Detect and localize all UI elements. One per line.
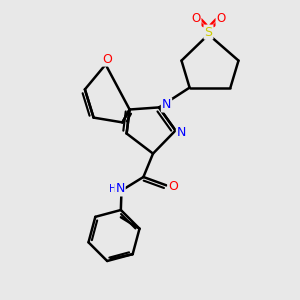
Text: S: S — [205, 26, 212, 39]
Text: O: O — [102, 52, 112, 66]
Text: N: N — [162, 98, 171, 112]
Text: H: H — [109, 184, 116, 194]
Text: O: O — [217, 12, 226, 26]
Text: O: O — [168, 180, 178, 194]
Text: O: O — [191, 12, 200, 26]
Text: N: N — [177, 126, 186, 140]
Text: N: N — [115, 182, 125, 196]
